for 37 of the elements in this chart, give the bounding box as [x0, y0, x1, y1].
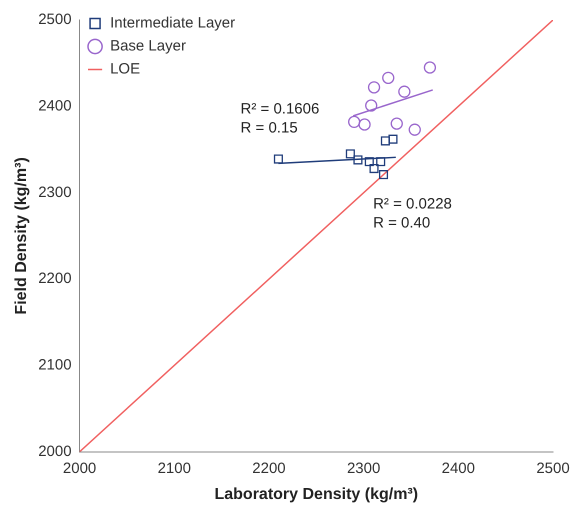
point: [348, 116, 360, 128]
point: [380, 136, 390, 146]
point: [364, 157, 374, 166]
point: [382, 72, 394, 84]
y-tick-label: 2500: [38, 11, 72, 28]
annotation: R² = 0.0228 R = 0.40: [373, 196, 452, 232]
y-axis-title: Field Density (kg/m³): [13, 157, 30, 315]
x-tick-label: 2100: [158, 460, 191, 477]
y-tick-label: 2300: [38, 184, 72, 201]
point: [408, 124, 421, 136]
x-tick-label: 2200: [252, 460, 286, 477]
x-tick-label: 2400: [442, 460, 475, 477]
annotation: R² = 0.1606 R = 0.15: [240, 100, 320, 137]
point: [376, 157, 386, 166]
point: [365, 99, 378, 112]
y-tick-label: 2400: [38, 98, 72, 114]
point: [274, 154, 283, 164]
x-tick-label: 2500: [536, 460, 570, 477]
legend-label: LOE: [110, 60, 140, 78]
point: [424, 61, 436, 74]
x-axis-title: Laboratory Density (kg/m³): [214, 486, 418, 503]
point: [388, 134, 398, 144]
point: [353, 155, 362, 164]
point: [346, 149, 355, 158]
y-tick-label: 2100: [38, 356, 72, 374]
point: [358, 118, 371, 131]
x-tick-label: 2300: [346, 460, 380, 477]
legend-label: Intermediate Layer: [110, 14, 236, 32]
y-tick-label: 2000: [38, 442, 72, 460]
point: [370, 164, 379, 174]
point: [378, 170, 388, 180]
point: [398, 86, 410, 98]
y-tick-label: 2200: [38, 270, 72, 288]
point: [390, 117, 403, 130]
legend-label: Base Layer: [110, 38, 186, 55]
point: [368, 81, 380, 94]
x-tick-label: 2000: [62, 460, 96, 477]
